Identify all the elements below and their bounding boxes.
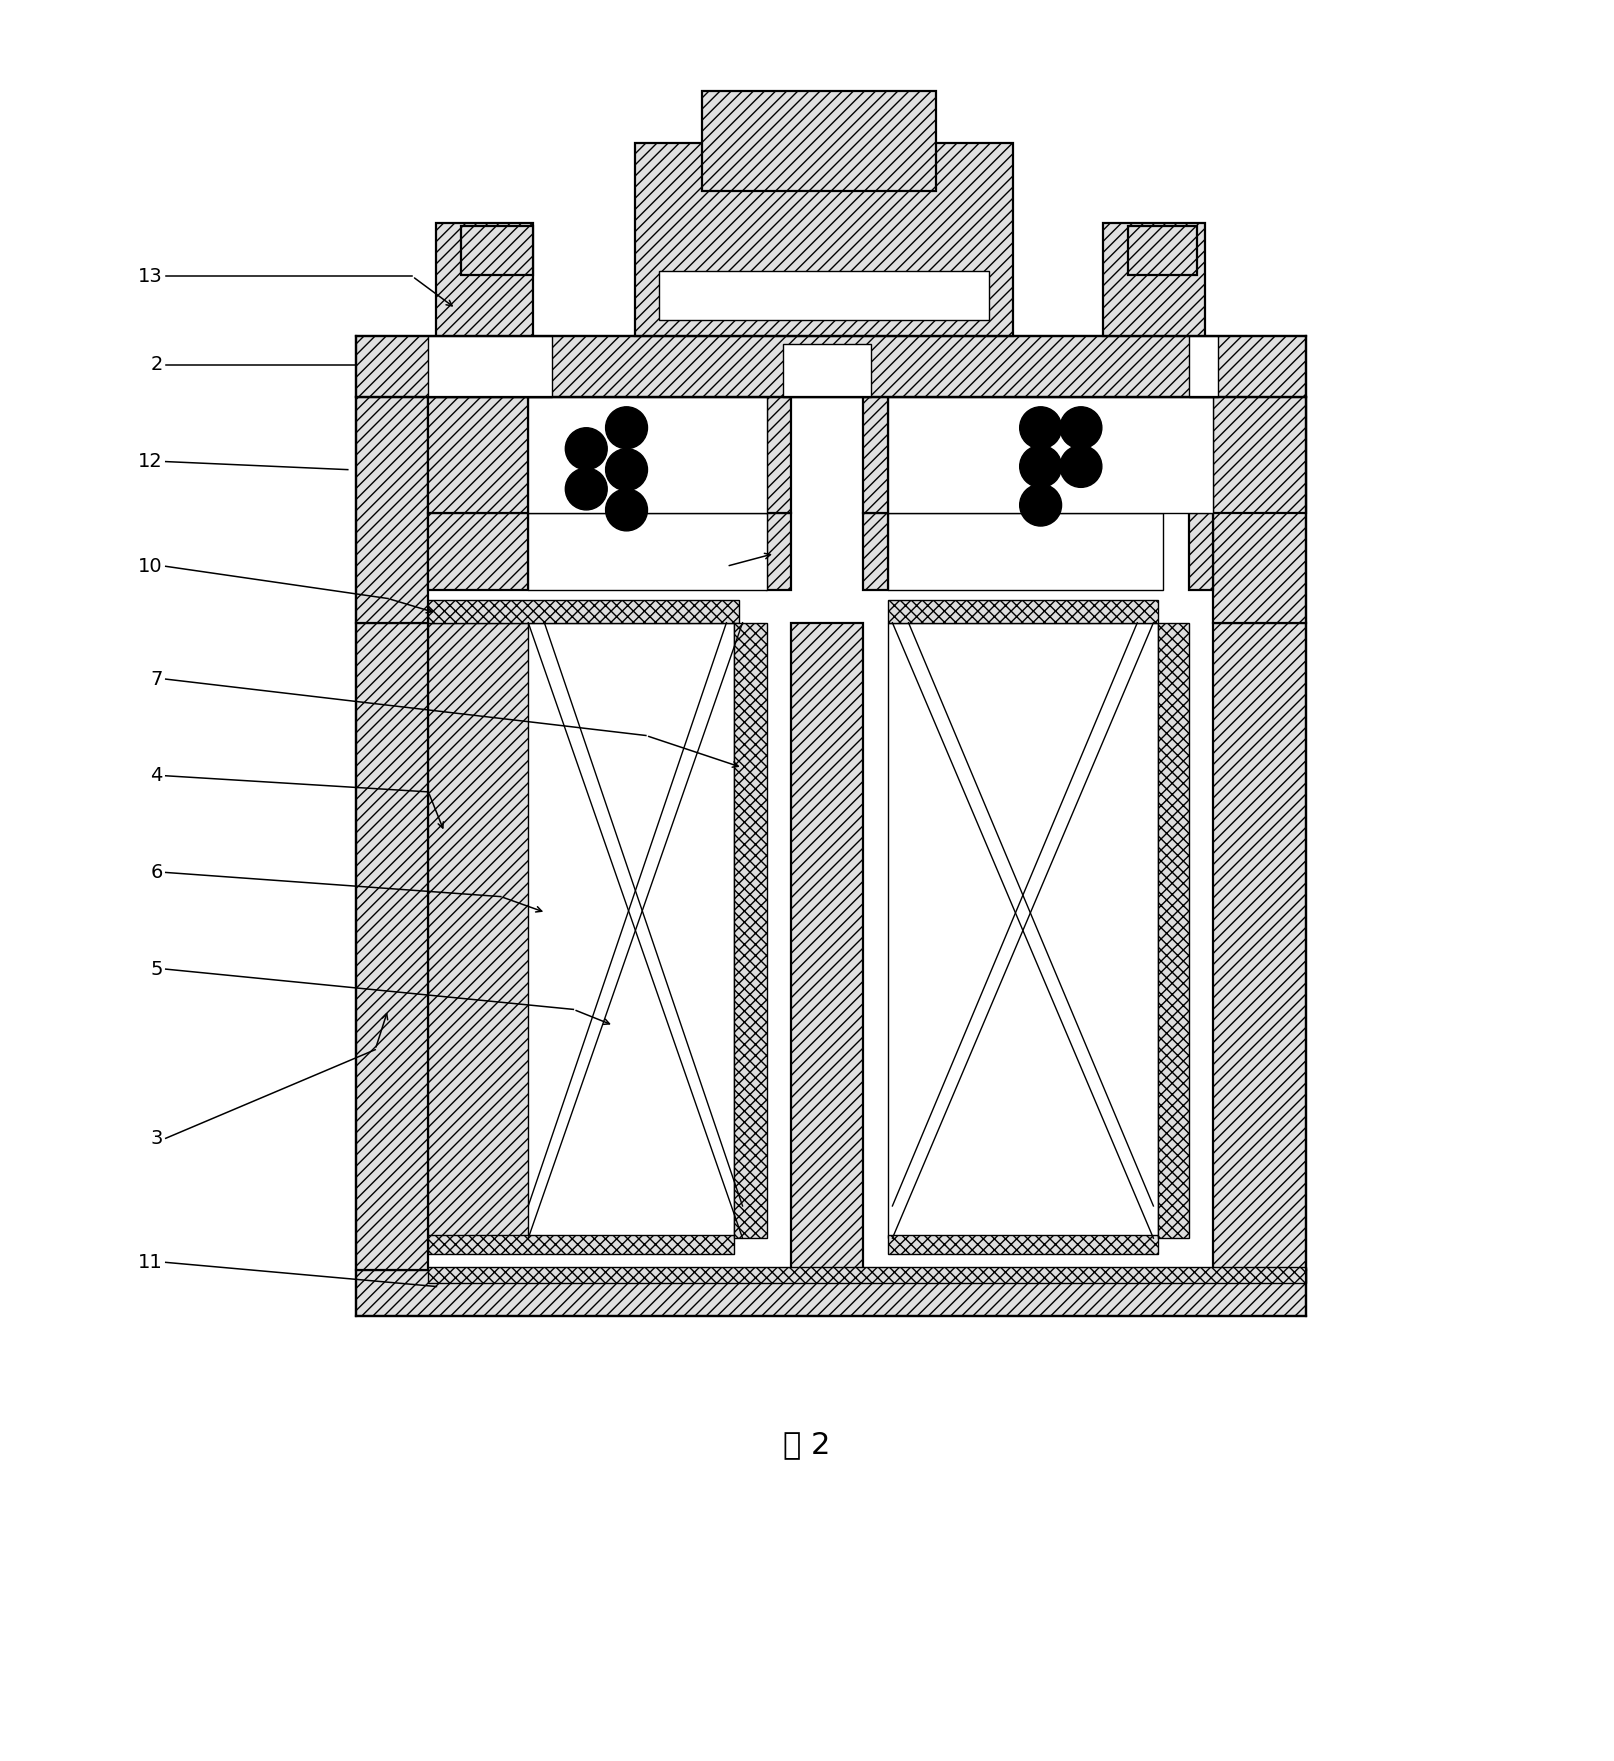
Bar <box>734 623 767 1238</box>
Bar <box>1159 623 1190 1238</box>
Bar <box>528 512 767 590</box>
Bar <box>767 512 791 590</box>
Bar <box>428 512 528 590</box>
Bar <box>355 398 428 623</box>
Circle shape <box>605 449 647 491</box>
Bar <box>767 398 791 512</box>
Text: 13: 13 <box>137 268 163 285</box>
Circle shape <box>1020 407 1062 449</box>
Bar <box>863 512 888 590</box>
Bar <box>355 623 428 1270</box>
Bar <box>1128 227 1198 275</box>
Bar <box>436 224 533 336</box>
Circle shape <box>565 468 607 511</box>
Circle shape <box>1020 484 1062 527</box>
Bar <box>888 398 1214 512</box>
Bar <box>1190 512 1214 590</box>
Text: 12: 12 <box>137 453 163 472</box>
Bar <box>702 92 936 190</box>
Bar <box>428 398 528 512</box>
Bar <box>1214 623 1306 1270</box>
Text: 图 2: 图 2 <box>783 1430 831 1458</box>
Text: 3: 3 <box>150 1129 163 1148</box>
Text: 7: 7 <box>150 669 163 689</box>
Bar <box>1214 398 1306 512</box>
Bar <box>355 336 1306 398</box>
Circle shape <box>605 490 647 530</box>
Bar <box>791 623 863 1270</box>
Bar <box>1190 336 1219 398</box>
Text: 6: 6 <box>150 863 163 882</box>
Bar <box>888 512 1164 590</box>
Circle shape <box>1060 446 1102 488</box>
Circle shape <box>1020 446 1062 488</box>
Circle shape <box>1060 407 1102 449</box>
Bar <box>888 1234 1159 1254</box>
Bar <box>1104 224 1206 336</box>
Bar <box>888 623 1159 1238</box>
Text: 4: 4 <box>150 766 163 785</box>
Bar <box>428 1234 734 1254</box>
Bar <box>634 143 1014 336</box>
Bar <box>460 227 533 275</box>
Text: 11: 11 <box>137 1252 163 1271</box>
Text: 2: 2 <box>150 356 163 375</box>
Bar <box>863 398 888 512</box>
Bar <box>428 336 552 398</box>
Bar <box>1214 398 1306 623</box>
Text: 10: 10 <box>137 556 163 576</box>
Bar <box>428 623 528 1238</box>
Bar <box>428 1268 1306 1284</box>
Bar <box>659 271 989 321</box>
Bar <box>783 343 872 398</box>
Bar <box>428 601 739 623</box>
Circle shape <box>565 428 607 470</box>
Bar <box>428 623 734 1238</box>
Bar <box>888 601 1159 623</box>
Text: 5: 5 <box>150 960 163 979</box>
Circle shape <box>605 407 647 449</box>
Bar <box>528 398 767 512</box>
Bar <box>355 1270 1306 1315</box>
